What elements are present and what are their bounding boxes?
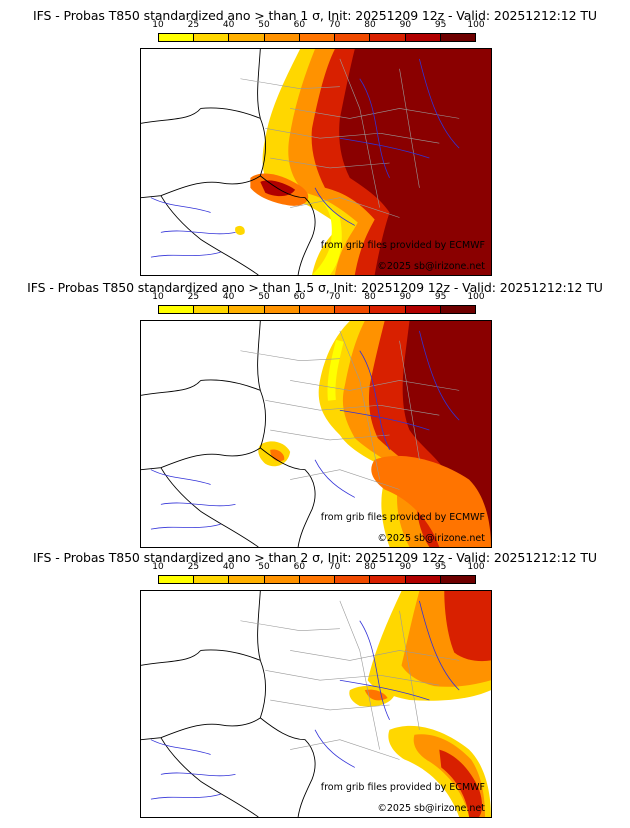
colorbar-tick-label: 90 [399,562,412,572]
colorbar-tick-label: 25 [187,292,200,302]
colorbar [158,575,476,584]
colorbar-tick-label: 60 [293,562,306,572]
colorbar-tick-label: 80 [364,292,376,302]
credit-source: from grib files provided by ECMWF [320,240,485,251]
colorbar-segment [229,576,265,583]
colorbar-segment [370,306,406,313]
colorbar-segment [370,34,406,41]
credit-copyright: ©2025 sb@irizone.net [377,533,485,544]
credit-copyright: ©2025 sb@irizone.net [377,261,485,272]
colorbar-tick-label: 70 [328,292,341,302]
colorbar-segment [194,34,230,41]
colorbar-tick-label: 60 [293,20,306,30]
colorbar-tick-label: 10 [152,20,164,30]
colorbar-segment [159,576,195,583]
colorbar-segment [194,576,230,583]
colorbar-segment [299,306,336,313]
colorbar-tick-label: 100 [467,562,485,572]
colorbar-segment [370,576,406,583]
colorbar-tick-label: 10 [152,292,164,302]
map-panel-2: IFS - Probas T850 standardized ano > tha… [0,272,630,548]
colorbar-tick-label: 90 [399,292,412,302]
colorbar-segment [405,576,441,583]
colorbar [158,305,476,314]
colorbar-segment [194,306,230,313]
colorbar-tick-label: 95 [434,292,447,302]
colorbar-tick-label: 25 [187,562,200,572]
panel-title: IFS - Probas T850 standardized ano > tha… [33,8,597,23]
colorbar-segment [159,34,195,41]
colorbar-tick-label: 95 [434,562,447,572]
colorbar-segment [264,34,300,41]
colorbar-segment [405,34,441,41]
colorbar-segment [335,34,371,41]
map-panel-3: IFS - Probas T850 standardized ano > tha… [0,542,630,818]
colorbar-tick-label: 100 [467,20,485,30]
colorbar-segment [440,576,475,583]
colorbar-tick-label: 70 [328,20,341,30]
credit-source: from grib files provided by ECMWF [320,512,485,523]
colorbar-segment [335,576,371,583]
colorbar-ticks: 10 25 40 50 60 70 80 90 95 100 [152,20,484,32]
colorbar-tick-label: 70 [328,562,341,572]
colorbar-segment [264,576,300,583]
probability-map: from grib files provided by ECMWF ©2025 … [140,590,492,818]
colorbar [158,33,476,42]
colorbar-segment [229,34,265,41]
panel-title: IFS - Probas T850 standardized ano > tha… [33,550,597,565]
colorbar-tick-label: 95 [434,20,447,30]
colorbar-segment [229,306,265,313]
colorbar-tick-label: 40 [222,292,235,302]
credit-copyright: ©2025 sb@irizone.net [377,803,485,814]
colorbar-segment [264,306,300,313]
colorbar-segment [299,34,336,41]
colorbar-tick-label: 60 [293,292,306,302]
colorbar-segment [335,306,371,313]
probability-map: from grib files provided by ECMWF ©2025 … [140,48,492,276]
colorbar-segment [440,306,475,313]
colorbar-tick-label: 80 [364,562,376,572]
colorbar-tick-label: 50 [258,562,270,572]
map-panel-1: IFS - Probas T850 standardized ano > tha… [0,0,630,276]
colorbar-tick-label: 50 [258,292,270,302]
colorbar-tick-label: 10 [152,562,164,572]
colorbar-segment [159,306,195,313]
colorbar-tick-label: 40 [222,562,235,572]
colorbar-segment [299,576,336,583]
colorbar-ticks: 10 25 40 50 60 70 80 90 95 100 [152,562,484,574]
probability-map: from grib files provided by ECMWF ©2025 … [140,320,492,548]
panel-title: IFS - Probas T850 standardized ano > tha… [27,280,603,295]
colorbar-segment [440,34,475,41]
colorbar-segment [405,306,441,313]
colorbar-ticks: 10 25 40 50 60 70 80 90 95 100 [152,292,484,304]
colorbar-tick-label: 80 [364,20,376,30]
colorbar-tick-label: 100 [467,292,485,302]
credit-source: from grib files provided by ECMWF [320,782,485,793]
colorbar-tick-label: 90 [399,20,412,30]
colorbar-tick-label: 40 [222,20,235,30]
colorbar-tick-label: 25 [187,20,200,30]
colorbar-tick-label: 50 [258,20,270,30]
